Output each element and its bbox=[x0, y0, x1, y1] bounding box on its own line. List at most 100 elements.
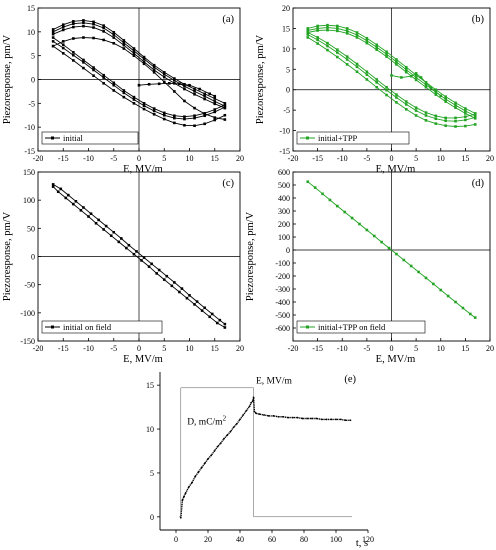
data-point bbox=[180, 287, 184, 290]
data-point bbox=[82, 19, 85, 22]
y-tick-label: -150 bbox=[20, 337, 35, 346]
x-tick-label: 100 bbox=[330, 535, 342, 544]
data-point bbox=[444, 97, 447, 101]
y-tick-label: 5 bbox=[31, 52, 35, 61]
y-tick-label: 0 bbox=[286, 86, 290, 95]
chart-panel-e: 0 20 40 60 80 100 120 0 5 10 15 t, s (e) E, MV/m D, mC… bbox=[146, 372, 374, 549]
data-point bbox=[127, 243, 131, 247]
data-point bbox=[183, 87, 186, 91]
data-point bbox=[61, 46, 65, 50]
data-point bbox=[51, 185, 55, 188]
data-point bbox=[203, 122, 206, 126]
data-point bbox=[464, 115, 467, 118]
x-tick-label: 5 bbox=[414, 344, 418, 353]
data-point bbox=[155, 272, 158, 275]
data-point bbox=[208, 315, 211, 319]
data-point bbox=[170, 284, 174, 288]
x-tick-label: 0 bbox=[390, 344, 394, 353]
chart-panel-c: -20 -15 -10 -5 0 5 10 15 20-150-100-50050100150E… bbox=[2, 168, 244, 365]
data-point bbox=[336, 204, 339, 208]
series-line bbox=[52, 45, 226, 127]
data-point bbox=[203, 97, 206, 101]
data-point bbox=[178, 82, 181, 86]
data-point bbox=[56, 190, 60, 194]
data-point bbox=[207, 458, 209, 460]
panel-label: (d) bbox=[472, 178, 485, 189]
data-point bbox=[51, 36, 55, 39]
legend-entry: initial on field bbox=[63, 322, 112, 332]
y-tick-label: -15 bbox=[279, 147, 290, 156]
data-point bbox=[355, 36, 359, 39]
data-point bbox=[343, 210, 347, 214]
data-point bbox=[267, 414, 270, 417]
data-point bbox=[385, 55, 388, 58]
data-point bbox=[296, 416, 299, 419]
data-point bbox=[157, 82, 161, 86]
data-point bbox=[315, 417, 318, 420]
data-point bbox=[142, 55, 146, 59]
data-point bbox=[454, 101, 457, 105]
x-tick-label: 0 bbox=[174, 535, 178, 544]
data-point bbox=[51, 28, 55, 31]
data-point bbox=[454, 103, 457, 107]
data-point bbox=[345, 29, 349, 33]
x-tick-label: -5 bbox=[110, 154, 117, 163]
data-point bbox=[102, 76, 105, 79]
data-point bbox=[424, 85, 428, 89]
x-axis-label: E, MV/m bbox=[376, 164, 416, 175]
data-point bbox=[390, 74, 393, 77]
x-tick-label: -20 bbox=[288, 344, 299, 353]
data-point bbox=[464, 112, 467, 115]
data-point bbox=[316, 24, 319, 28]
data-point bbox=[223, 437, 225, 440]
y-axis-label: Piezoresponse, pm/V bbox=[2, 211, 13, 301]
y-tick-label: 500 bbox=[278, 181, 290, 190]
data-point bbox=[197, 471, 200, 473]
data-point bbox=[208, 92, 211, 96]
data-point bbox=[434, 114, 438, 118]
data-point bbox=[253, 410, 256, 413]
data-point bbox=[213, 110, 217, 114]
data-point bbox=[355, 70, 359, 74]
data-point bbox=[61, 51, 65, 55]
legend-entry: initial+TPP bbox=[318, 133, 358, 143]
data-point bbox=[188, 294, 191, 297]
data-point bbox=[61, 43, 65, 47]
data-point bbox=[157, 268, 161, 272]
data-point bbox=[349, 419, 352, 422]
data-point bbox=[72, 59, 75, 62]
data-point bbox=[473, 123, 477, 126]
data-point bbox=[464, 107, 467, 110]
data-point bbox=[336, 51, 339, 54]
data-point bbox=[132, 51, 136, 55]
data-point bbox=[64, 196, 68, 200]
data-point bbox=[200, 309, 204, 312]
data-point bbox=[102, 24, 105, 27]
data-point bbox=[375, 85, 379, 89]
data-point bbox=[218, 318, 222, 322]
y-tick-label: -400 bbox=[275, 298, 290, 307]
data-point bbox=[142, 60, 146, 64]
data-point bbox=[355, 33, 359, 37]
data-point bbox=[223, 105, 227, 109]
data-point bbox=[147, 265, 151, 268]
data-point bbox=[72, 22, 75, 26]
data-point bbox=[414, 114, 418, 117]
data-point bbox=[336, 29, 339, 33]
x-tick-label: 10 bbox=[437, 154, 445, 163]
data-point bbox=[74, 199, 78, 203]
data-point bbox=[102, 26, 105, 30]
data-point bbox=[213, 94, 217, 98]
data-point bbox=[336, 24, 339, 28]
data-point bbox=[173, 114, 176, 118]
data-point bbox=[365, 228, 369, 232]
data-point bbox=[165, 274, 169, 278]
y-tick-label: 5 bbox=[286, 65, 290, 74]
data-point bbox=[306, 29, 310, 32]
data-point bbox=[316, 36, 319, 39]
data-point bbox=[330, 418, 333, 421]
y-tick-label: 0 bbox=[31, 76, 35, 85]
x-tick-label: -10 bbox=[83, 344, 94, 353]
data-point bbox=[434, 93, 438, 96]
data-point bbox=[162, 71, 166, 74]
